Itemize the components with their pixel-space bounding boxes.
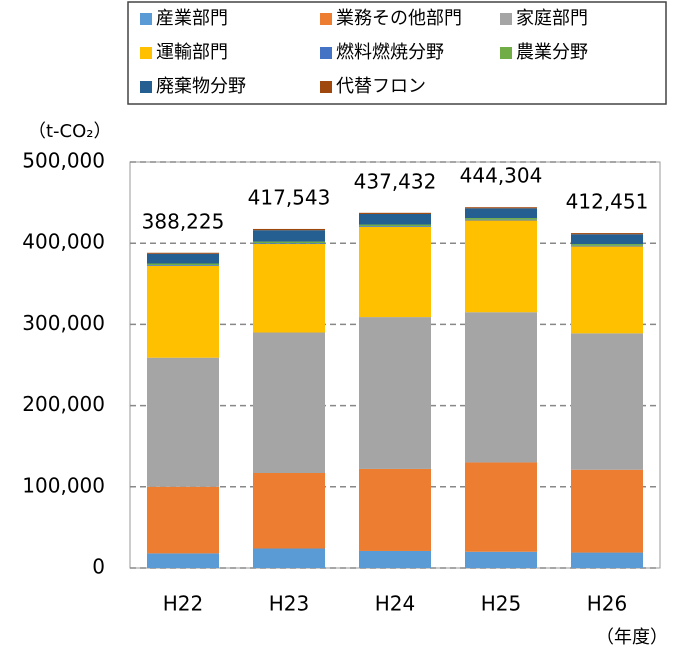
legend-swatch: [140, 13, 152, 25]
bar-segment: [359, 226, 431, 318]
bar-segment: [571, 245, 643, 247]
bar-segment: [147, 253, 219, 264]
bar-segment: [253, 243, 325, 245]
x-tick-label: H24: [375, 592, 416, 616]
bar-segment: [359, 317, 431, 469]
bar-segment: [465, 208, 537, 219]
total-label: 444,304: [460, 164, 543, 188]
legend-swatch: [320, 47, 332, 59]
legend-label: 農業分野: [516, 42, 588, 63]
bar-segment: [253, 548, 325, 568]
legend-label: 運輸部門: [156, 42, 228, 63]
bar-segment: [571, 246, 643, 334]
legend-swatch: [320, 81, 332, 93]
bar-segment: [571, 233, 643, 235]
y-tick-label: 100,000: [22, 473, 105, 497]
x-axis-label: （年度）: [596, 627, 668, 648]
bar-segment: [253, 244, 325, 333]
total-label: 412,451: [566, 190, 649, 214]
bar-segment: [465, 219, 537, 221]
bar-segment: [359, 213, 431, 225]
legend-box: [127, 1, 667, 105]
bar-segment: [465, 462, 537, 552]
legend-swatch: [140, 81, 152, 93]
bar-segment: [571, 333, 643, 470]
total-label: 417,543: [248, 185, 331, 209]
legend-label: 業務その他部門: [336, 8, 462, 29]
legend-label: 家庭部門: [516, 8, 588, 29]
x-tick-label: H22: [163, 592, 204, 616]
bar-segment: [359, 212, 431, 214]
bar-segment: [359, 224, 431, 227]
legend-swatch: [500, 47, 512, 59]
bar-segment: [465, 220, 537, 313]
bar-segment: [147, 265, 219, 266]
bar-segment: [571, 234, 643, 245]
y-tick-label: 200,000: [22, 392, 105, 416]
bar-segment: [147, 263, 219, 266]
bar-segment: [147, 553, 219, 568]
bar-segment: [465, 218, 537, 220]
bar-segment: [147, 486, 219, 554]
legend-swatch: [320, 13, 332, 25]
legend-label: 廃棄物分野: [156, 76, 246, 97]
bar-segment: [147, 357, 219, 487]
bar-segment: [359, 468, 431, 551]
x-tick-label: H25: [481, 592, 522, 616]
x-tick-label: H23: [269, 592, 310, 616]
y-tick-label: 500,000: [22, 149, 105, 173]
bar-segment: [147, 265, 219, 358]
bar-segment: [571, 244, 643, 246]
bar-segment: [571, 469, 643, 553]
bar-segment: [147, 252, 219, 254]
legend-swatch: [500, 13, 512, 25]
bar-segment: [253, 472, 325, 549]
bar-segment: [253, 228, 325, 231]
bar-segment: [465, 312, 537, 463]
bar-segment: [253, 230, 325, 242]
bar-segment: [465, 207, 537, 209]
y-axis-label: （t-CO₂）: [28, 121, 112, 142]
legend-swatch: [140, 47, 152, 59]
bar-segment: [359, 226, 431, 227]
y-tick-label: 400,000: [22, 230, 105, 254]
bar-segment: [253, 332, 325, 473]
y-tick-label: 300,000: [22, 311, 105, 335]
bar-segment: [253, 241, 325, 244]
bar-segment: [359, 550, 431, 568]
legend-label: 産業部門: [156, 8, 228, 29]
x-tick-label: H26: [587, 592, 628, 616]
total-label: 437,432: [354, 169, 437, 193]
legend-label: 代替フロン: [336, 76, 426, 97]
legend-label: 燃料燃焼分野: [336, 42, 444, 63]
y-tick-label: 0: [92, 555, 105, 579]
total-label: 388,225: [142, 209, 225, 233]
bar-segment: [571, 552, 643, 568]
bar-segment: [465, 551, 537, 568]
